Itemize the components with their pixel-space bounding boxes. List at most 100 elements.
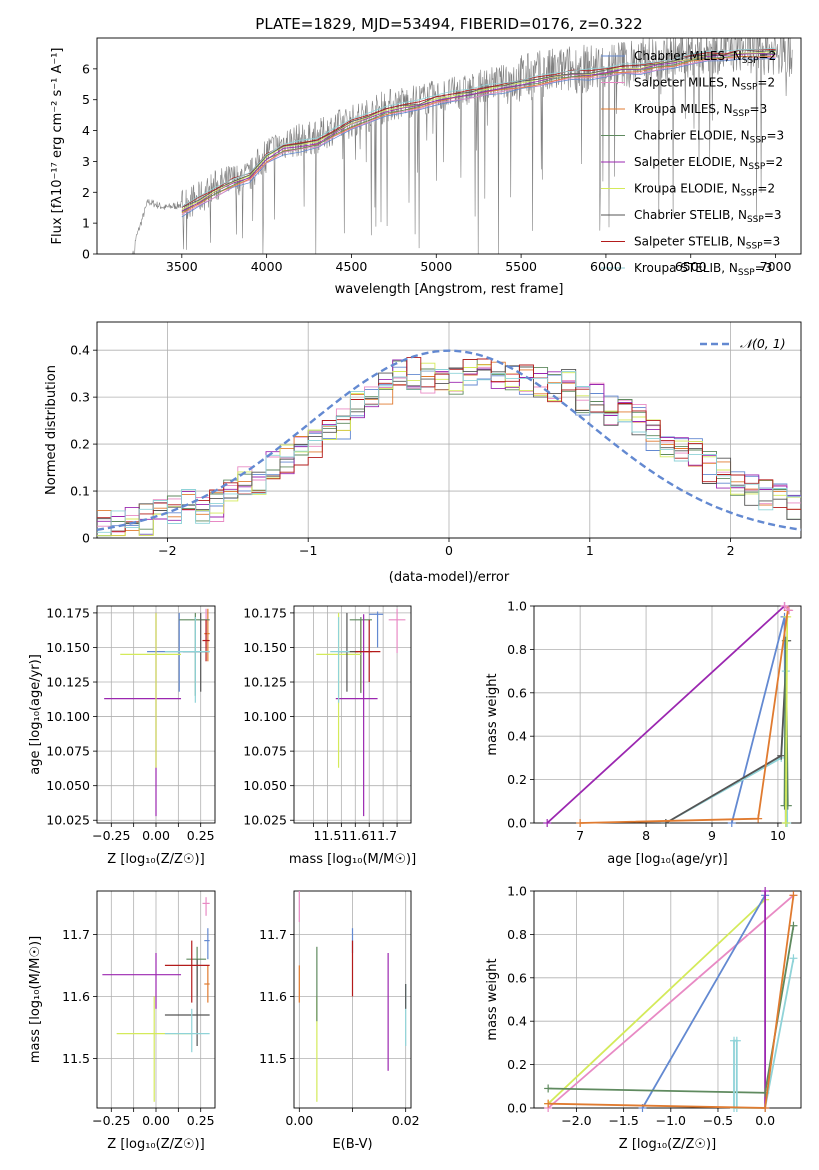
x-tick-label: 11.7 — [369, 828, 397, 843]
x-tick-label: 0.25 — [187, 1113, 215, 1128]
y-tick-label: 6 — [82, 61, 90, 76]
age-vs-mass-frame — [293, 605, 412, 824]
y-tick-label: 0.0 — [507, 816, 527, 831]
y-tick-label: 5 — [82, 92, 90, 107]
spectrum-legend: Chabrier MILES, NSSP=2 Salpeter MILES, NS… — [601, 49, 784, 278]
spectrum-lines — [132, 38, 793, 254]
y-tick-label: 10.125 — [46, 675, 90, 690]
y-tick-label: 1 — [82, 216, 90, 231]
mass-weight-line — [641, 894, 766, 1109]
x-tick-label: 0.00 — [285, 1113, 313, 1128]
legend-label: Kroupa ELODIE, NSSP=2 — [634, 182, 775, 199]
x-tick-label: −1.5 — [608, 1113, 638, 1128]
legend-label: Chabrier STELIB, NSSP=3 — [634, 208, 782, 225]
mass-vs-EBV-xlabel: E(B-V) — [332, 1137, 372, 1152]
residual-histogram — [97, 365, 801, 532]
y-tick-label: 0.0 — [507, 1101, 527, 1116]
y-tick-label: 0.2 — [507, 772, 527, 787]
mass-weight-line — [665, 640, 789, 824]
y-tick-label: 1.0 — [507, 599, 527, 614]
legend-label: Kroupa STELIB, NSSP=3 — [634, 261, 772, 278]
x-tick-label: −2 — [158, 543, 176, 558]
x-tick-label: 10 — [770, 828, 786, 843]
massweight-vs-age-frame — [533, 605, 802, 824]
spectrum-xlabel: wavelength [Angstrom, rest frame] — [335, 282, 564, 297]
residuals-xlabel: (data-model)/error — [389, 570, 510, 585]
y-tick-label: 0.4 — [507, 1014, 527, 1029]
mass-vs-EBV-points — [298, 891, 407, 1102]
y-tick-label: 1.0 — [507, 884, 527, 899]
x-tick-label: −0.25 — [92, 828, 130, 843]
spectrum-model-line — [181, 49, 776, 208]
y-tick-label: 10.125 — [243, 675, 287, 690]
x-tick-label: −2.0 — [561, 1113, 591, 1128]
spectrum-model-line — [181, 52, 776, 212]
x-tick-label: 5000 — [420, 259, 452, 274]
massweight-vs-Z-frame — [533, 890, 802, 1109]
x-tick-label: −0.5 — [703, 1113, 733, 1128]
x-tick-label: 7000 — [760, 259, 792, 274]
y-tick-label: 0.6 — [507, 685, 527, 700]
y-tick-label: 11.6 — [62, 989, 90, 1004]
x-tick-label: 2 — [727, 543, 735, 558]
massweight-vs-Z-lines — [544, 887, 798, 1112]
y-tick-label: 10.175 — [46, 605, 90, 620]
mass-weight-line — [546, 605, 786, 824]
x-tick-label: 7 — [576, 828, 584, 843]
x-tick-label: 11.5 — [314, 828, 342, 843]
y-tick-label: 0.1 — [70, 484, 90, 499]
age-vs-mass-axes: 11.5 11.6 11.7 10.025 10.050 10.075 10.100 10.1… — [243, 605, 416, 867]
y-tick-label: 0.8 — [507, 927, 527, 942]
legend-label: Chabrier MILES, NSSP=2 — [634, 49, 776, 66]
x-tick-label: 6000 — [590, 259, 622, 274]
legend-label: Salpeter MILES, NSSP=2 — [634, 76, 775, 93]
y-tick-label: 10.075 — [46, 744, 90, 759]
mass-vs-Z-frame — [96, 890, 216, 1109]
y-tick-label: 0 — [82, 247, 90, 262]
y-tick-label: 0.2 — [70, 437, 90, 452]
y-tick-label: 11.7 — [259, 927, 287, 942]
y-tick-label: 4 — [82, 123, 90, 138]
x-tick-label: 9 — [708, 828, 716, 843]
mass-vs-Z-ylabel: mass [log₁₀(M/M☉)] — [28, 936, 43, 1063]
legend-label: Chabrier ELODIE, NSSP=3 — [634, 129, 784, 146]
x-tick-label: 0.25 — [187, 828, 215, 843]
figure-title: PLATE=1829, MJD=53494, FIBERID=0176, z=0… — [255, 15, 642, 33]
x-tick-label: 6500 — [675, 259, 707, 274]
spectrum-model-line — [181, 47, 776, 207]
age-vs-Z-xlabel: Z [log₁₀(Z/Z☉)] — [107, 852, 204, 867]
x-tick-label: 4000 — [251, 259, 283, 274]
mass-vs-EBV-axes: 0.00 0.02 11.5 11.6 11.7 E(B-V) — [259, 890, 420, 1152]
mass-weight-line — [547, 894, 795, 1109]
spectrum-axes: 3500 4000 4500 5000 5500 6000 6500 7000 0 1 2 3 4 5 6 w… — [50, 37, 802, 297]
x-tick-label: 3500 — [166, 259, 198, 274]
y-tick-label: 10.025 — [243, 813, 287, 828]
y-tick-label: 10.100 — [243, 709, 287, 724]
residual-histogram — [97, 362, 801, 537]
residuals-frame — [96, 321, 802, 539]
x-tick-label: 8 — [642, 828, 650, 843]
age-vs-Z-axes: −0.25 0.00 0.25 10.025 10.050 10.075 10.100 10.… — [28, 605, 216, 867]
y-tick-label: 10.050 — [243, 778, 287, 793]
mass-weight-line — [547, 899, 766, 1105]
y-tick-label: 0.8 — [507, 642, 527, 657]
y-tick-label: 10.050 — [46, 778, 90, 793]
massweight-vs-age-axes: 7 8 9 10 0.0 0.2 0.4 0.6 0.8 1.0 age [log₁₀(age/yr… — [485, 599, 802, 867]
y-tick-label: 0 — [82, 531, 90, 546]
x-tick-label: 0.0 — [755, 1113, 775, 1128]
mass-weight-line — [784, 616, 789, 824]
y-tick-label: 11.6 — [259, 989, 287, 1004]
massweight-vs-Z-ylabel: mass weight — [485, 958, 500, 1040]
massweight-vs-age-ylabel: mass weight — [485, 673, 500, 755]
y-tick-label: 11.5 — [62, 1051, 90, 1066]
y-tick-label: 11.5 — [259, 1051, 287, 1066]
x-tick-label: −0.25 — [92, 1113, 130, 1128]
residuals-axes: −2 −1 0 1 2 0 0.1 0.2 0.3 0.4 (data-model)/error No… — [44, 321, 802, 585]
spectrum-ylabel: Flux [fλ10⁻¹⁷ erg cm⁻² s⁻¹ A⁻¹] — [50, 48, 65, 245]
y-tick-label: 10.100 — [46, 709, 90, 724]
y-tick-label: 3 — [82, 154, 90, 169]
massweight-vs-age-xlabel: age [log₁₀(age/yr)] — [607, 852, 728, 867]
y-tick-label: 10.175 — [243, 605, 287, 620]
y-tick-label: 10.075 — [243, 744, 287, 759]
